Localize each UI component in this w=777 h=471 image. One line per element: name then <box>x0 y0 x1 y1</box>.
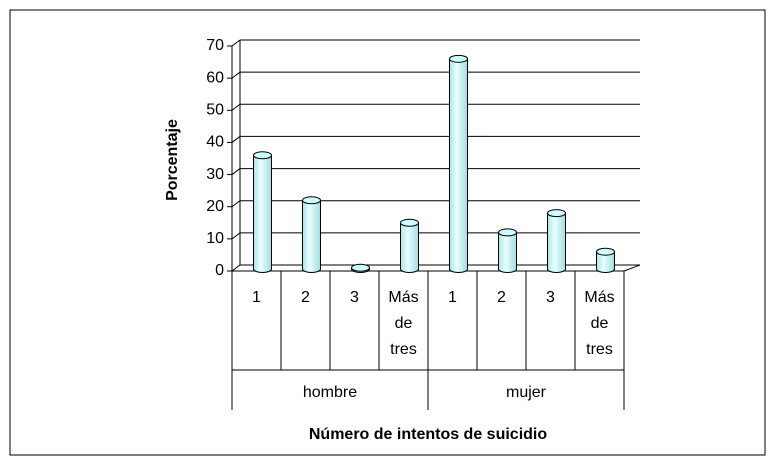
bar-top <box>596 247 615 256</box>
y-tick-label: 50 <box>206 102 224 119</box>
x-tick-label: Más de tres <box>584 289 614 358</box>
grid-line <box>231 39 241 47</box>
bar-top <box>351 263 370 272</box>
grid-line <box>231 264 241 272</box>
y-tick-label: 30 <box>206 166 224 183</box>
grid-line <box>231 71 241 79</box>
y-axis-label: Porcentaje <box>164 119 181 201</box>
y-tick-label: 40 <box>206 134 224 151</box>
x-tick-label: 1 <box>252 289 261 306</box>
x-axis-label: Número de intentos de suicidio <box>309 426 547 443</box>
x-tick-label: 3 <box>546 289 555 306</box>
bar-top <box>498 228 517 237</box>
y-tick-label: 0 <box>215 262 224 279</box>
bar-top <box>547 209 566 218</box>
bar-top <box>253 151 272 160</box>
bar-top <box>302 196 321 205</box>
grid-line <box>231 168 241 175</box>
bar <box>253 151 272 273</box>
bar <box>596 247 615 273</box>
grid-line <box>231 200 241 208</box>
grid-line <box>231 136 241 143</box>
y-tick-label: 20 <box>206 198 224 215</box>
group-label: mujer <box>506 384 547 401</box>
bar-body <box>253 154 272 273</box>
x-tick-label: 2 <box>497 289 506 306</box>
bar <box>302 196 321 273</box>
bar-body <box>302 199 321 273</box>
bar-body <box>449 58 468 273</box>
bar <box>400 218 419 273</box>
bar <box>547 209 566 273</box>
floor-right <box>623 264 641 272</box>
y-tick-label: 70 <box>206 37 224 54</box>
bar-top <box>400 218 419 227</box>
y-tick-label: 10 <box>206 230 224 247</box>
y-tick-label: 60 <box>206 69 224 86</box>
bar-body <box>400 222 419 273</box>
bar-body <box>596 251 615 273</box>
grid-line <box>231 103 241 111</box>
x-tick-label: 3 <box>350 289 359 306</box>
grid-line <box>231 232 241 240</box>
x-tick-label: 2 <box>301 289 310 306</box>
x-tick-label: 1 <box>448 289 457 306</box>
bar-top <box>449 54 468 63</box>
group-label: hombre <box>303 384 357 401</box>
x-tick-label: Más de tres <box>388 289 418 358</box>
bar <box>449 54 468 273</box>
bar-body <box>547 212 566 273</box>
bar <box>498 228 517 273</box>
bar <box>351 263 370 273</box>
bar-body <box>498 231 517 273</box>
